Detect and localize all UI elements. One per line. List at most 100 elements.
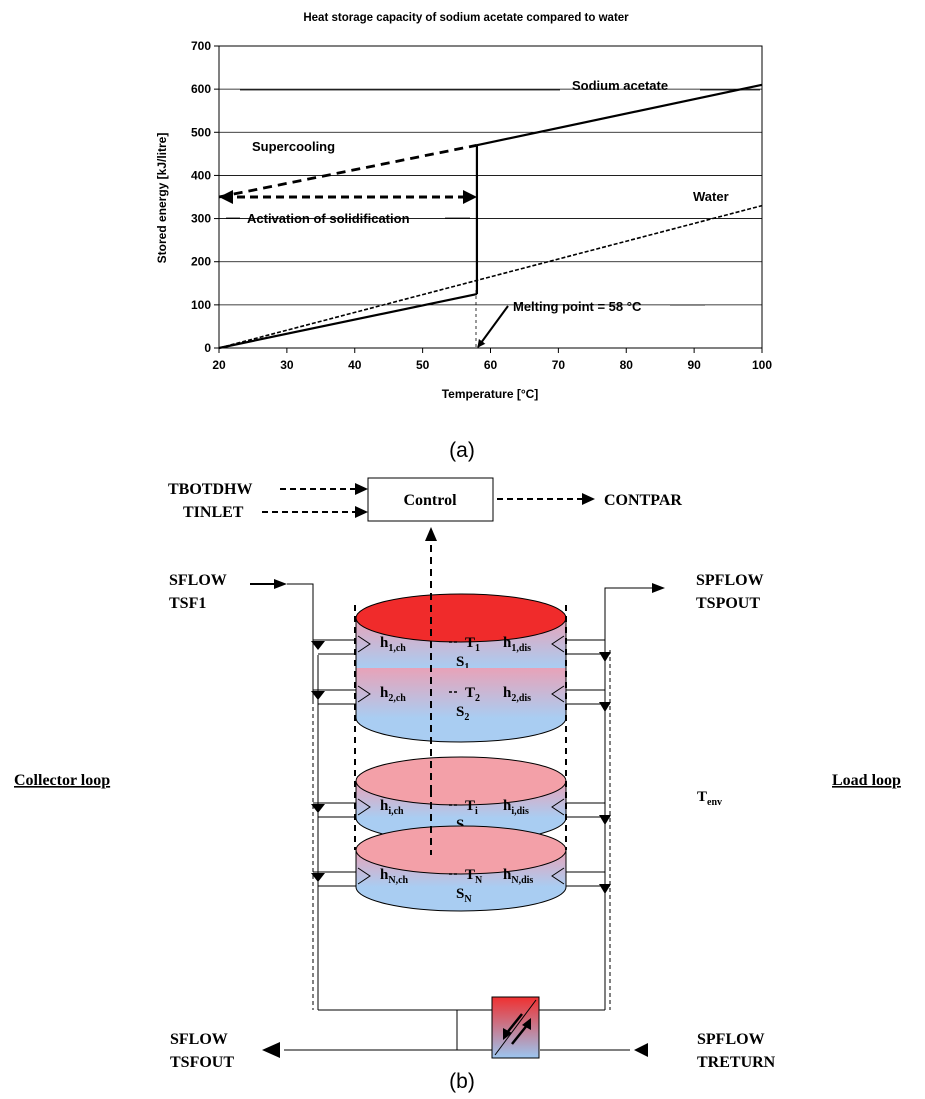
tinlet-arrowhead [355,506,368,518]
y-tick-label: 100 [191,298,211,312]
input-tinlet: TINLET [183,504,244,521]
load-supply-line-top [604,587,652,680]
series-sodium-acetate-solid [218,292,478,350]
y-tick-label: 200 [191,255,211,269]
x-tick-label: 30 [280,358,294,372]
tank-layer-4-discharge-label: hN,dis [503,867,533,886]
hx-arrow-down [505,1013,523,1035]
tank-layer-2-discharge-valve [599,702,611,712]
load-in-spflow: SPFLOW [697,1031,765,1048]
hx-arrowhead-down [503,1028,512,1040]
tank-layer-3-charge-label: hi,ch [380,798,404,817]
tank-layer-2-state-label: S2 [456,704,469,723]
activation-arrow-left-head [219,190,233,204]
storage-tanks: h1,ch T1 h1,dis S1 h2,ch T2 h2,dis S2 hi,ch Ti hi,… [311,593,611,912]
tank-layer-3-discharge-label: hi,dis [503,798,529,817]
hx-arrowhead-up [522,1018,531,1030]
melting-arrow [477,305,509,348]
chart-ticks: 0 100 200 300 400 500 600 700 20 30 40 50 60 70 80 90 10… [191,39,772,372]
tank-layer-1-discharge-valve [599,652,611,662]
x-tick-label: 20 [212,358,226,372]
env-temperature-label: Tenv [697,789,722,808]
series-water-dotted [218,204,763,349]
collector-in-tsf1: TSF1 [169,595,206,612]
tank-layer-4-charge-label: hN,ch [380,867,409,886]
series-sodium-acetate-solid [476,83,763,147]
x-tick-label: 70 [552,358,566,372]
treturn-arrowhead [634,1043,648,1057]
sflow-in-arrowhead [274,579,287,589]
x-tick-label: 60 [484,358,498,372]
tank-layer-3-charge-coil [357,798,371,816]
control-box [367,477,494,522]
load-in-treturn: TRETURN [697,1054,776,1071]
chart-series [218,83,763,350]
tank-layer-4-bottom [355,886,567,912]
collector-out-tsfout: TSFOUT [170,1054,234,1071]
load-loop-label: Load loop [832,772,901,789]
sfout-arrowhead [262,1042,280,1058]
load-out-spflow: SPFLOW [696,572,764,589]
tank-layer-2-charge-coil [357,685,371,703]
tank-layer-2-bottom [355,717,567,743]
tank-layer-3-discharge-valve [599,815,611,825]
plot-frame [218,45,763,349]
control-label: Control [403,492,457,509]
hx-arrow-up [511,1023,529,1045]
tank-layer-1-charge-valve [311,641,325,650]
tank-layer-3-charge-valve [311,804,325,813]
sodium-acetate-label: Sodium acetate [572,78,668,93]
melting-point-label: Melting point = 58 °C [513,299,642,314]
collector-out-sflow: SFLOW [170,1031,228,1048]
contpar-arrowhead [582,493,595,505]
output-contpar: CONTPAR [604,492,682,509]
y-tick-label: 300 [191,212,211,226]
x-tick-label: 40 [348,358,362,372]
tank-layer-2-discharge-coil [551,685,565,703]
tank-layer-4-discharge-valve [599,884,611,894]
input-tbotdhw: TBOTDHW [168,481,252,498]
spflow-out-arrowhead [652,583,665,593]
tank-layer-4-charge-valve [311,873,325,882]
collector-loop-label: Collector loop [14,772,110,789]
y-tick-label: 500 [191,125,211,139]
tank-layer-1-charge-label: h1,ch [380,635,406,654]
collector-in-sflow: SFLOW [169,572,227,589]
supercooling-label: Supercooling [252,139,335,154]
x-tick-label: 50 [416,358,430,372]
collector-supply-line-top [287,583,314,700]
hx-divider [494,999,537,1056]
storage-diagram: Control TBOTDHW TINLET CONTPAR SFLOW TSF… [14,477,901,1071]
chart-title: Heat storage capacity of sodium acetate … [303,12,629,24]
tank-layer-2-body [356,668,566,718]
chart-gridlines [219,88,762,306]
tank-layer-4-temperature-label: TN [465,867,483,886]
energy-chart: Heat storage capacity of sodium acetate … [155,12,772,401]
x-tick-label: 80 [620,358,634,372]
x-tick-label: 90 [687,358,701,372]
activation-label: Activation of solidification [247,211,410,226]
tank-layer-3-discharge-coil [551,798,565,816]
water-label: Water [693,189,729,204]
y-tick-label: 400 [191,168,211,182]
y-tick-label: 700 [191,39,211,53]
tank-layer-2-temperature-label: T2 [465,685,480,704]
control-feedback-arrowhead [425,527,437,541]
tank-layer-2-charge-label: h2,ch [380,685,406,704]
tank-layer-1-discharge-label: h1,dis [503,635,531,654]
x-axis-label: Temperature [°C] [442,387,539,401]
caption-b: (b) [449,1070,475,1093]
tank-layer-4-charge-coil [357,867,371,885]
tank-layer-2-charge-valve [311,691,325,700]
tank-layer-3-temperature-label: Ti [465,798,478,817]
y-axis-label: Stored energy [kJ/litre] [155,133,169,264]
load-out-tspout: TSPOUT [696,595,760,612]
tank-layer-1-temperature-label: T1 [465,635,480,654]
tank-layer-1-state-label: S1 [456,654,469,673]
tank-layer-1-charge-coil [357,635,371,653]
tank-layer-1-discharge-coil [551,635,565,653]
y-tick-label: 0 [204,341,211,355]
tank-layer-4-discharge-coil [551,867,565,885]
y-tick-label: 600 [191,82,211,96]
